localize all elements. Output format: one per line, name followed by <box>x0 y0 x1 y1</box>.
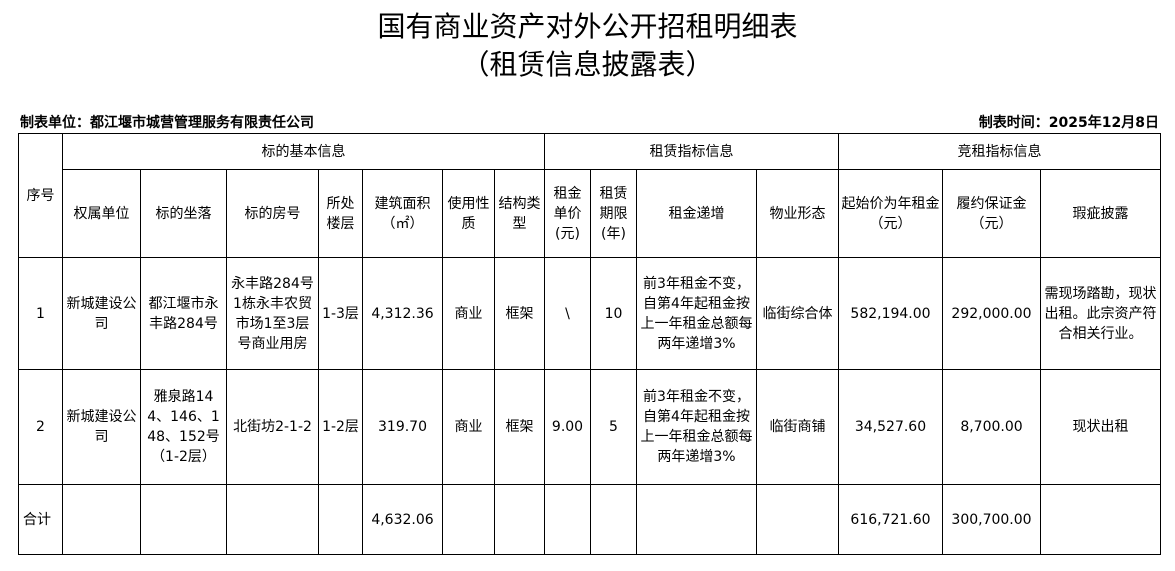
column-header: 履约保证金（元） <box>942 169 1041 258</box>
table-cell: 8,700.00 <box>942 369 1041 485</box>
issuing-unit: 制表单位：都江堰市城营管理服务有限责任公司 <box>20 115 314 131</box>
table-cell: 框架 <box>494 257 545 370</box>
total-area: 4,632.06 <box>362 484 443 555</box>
lease-table: 序号 标的基本信息 租赁指标信息 竞租指标信息 权属单位 标的坐落 标的房号 所处楼层… <box>18 133 1161 555</box>
header-bid-info: 竞租指标信息 <box>838 133 1161 170</box>
table-cell: 2 <box>18 369 63 485</box>
column-header: 所处楼层 <box>318 169 363 258</box>
column-header: 起始价为年租金（元） <box>838 169 943 258</box>
page-subtitle: （租赁信息披露表） <box>461 48 714 81</box>
table-cell: 商业 <box>442 257 495 370</box>
table-cell: 前3年租金不变，自第4年起租金按上一年租金总额每两年递增3% <box>636 369 757 485</box>
column-header: 标的房号 <box>226 169 319 258</box>
table-cell: 4,312.36 <box>362 257 443 370</box>
issue-date: 制表时间：2025年12月8日 <box>978 115 1159 131</box>
table-cell: 新城建设公司 <box>62 369 141 485</box>
column-header: 建筑面积（㎡） <box>362 169 443 258</box>
table-cell: 雅泉路144、146、148、152号（1-2层） <box>140 369 227 485</box>
total-deposit: 300,700.00 <box>942 484 1041 555</box>
table-cell: 319.70 <box>362 369 443 485</box>
column-header: 使用性质 <box>442 169 495 258</box>
column-header: 瑕疵披露 <box>1040 169 1161 258</box>
column-header: 物业形态 <box>756 169 839 258</box>
table-cell: 需现场踏勘，现状出租。此宗资产符合相关行业。 <box>1040 257 1161 370</box>
table-cell: 9.00 <box>544 369 591 485</box>
table-cell: 1-3层 <box>318 257 363 370</box>
header-lease-info: 租赁指标信息 <box>544 133 839 170</box>
table-cell: 34,527.60 <box>838 369 943 485</box>
column-header: 租金单价(元) <box>544 169 591 258</box>
table-cell: 582,194.00 <box>838 257 943 370</box>
page-title: 国有商业资产对外公开招租明细表 <box>377 10 798 43</box>
column-header: 权属单位 <box>62 169 141 258</box>
table-cell: 1 <box>18 257 63 370</box>
table-cell: 都江堰市永丰路284号 <box>140 257 227 370</box>
table-cell: 框架 <box>494 369 545 485</box>
table-cell: 临街综合体 <box>756 257 839 370</box>
table-cell: 1-2层 <box>318 369 363 485</box>
column-header: 租赁期限(年) <box>590 169 637 258</box>
total-label: 合计 <box>18 484 63 555</box>
table-cell: 临街商铺 <box>756 369 839 485</box>
table-cell: 新城建设公司 <box>62 257 141 370</box>
table-cell: 现状出租 <box>1040 369 1161 485</box>
table-cell: 10 <box>590 257 637 370</box>
header-seq: 序号 <box>18 133 63 258</box>
column-header: 结构类型 <box>494 169 545 258</box>
table-cell: \ <box>544 257 591 370</box>
table-cell: 292,000.00 <box>942 257 1041 370</box>
header-basic-info: 标的基本信息 <box>62 133 545 170</box>
table-cell: 前3年租金不变，自第4年起租金按上一年租金总额每两年递增3% <box>636 257 757 370</box>
table-cell: 5 <box>590 369 637 485</box>
column-header: 租金递增 <box>636 169 757 258</box>
table-cell: 北街坊2-1-2 <box>226 369 319 485</box>
table-cell: 永丰路284号1栋永丰农贸市场1至3层号商业用房 <box>226 257 319 370</box>
table-cell: 商业 <box>442 369 495 485</box>
column-header: 标的坐落 <box>140 169 227 258</box>
total-start-price: 616,721.60 <box>838 484 943 555</box>
